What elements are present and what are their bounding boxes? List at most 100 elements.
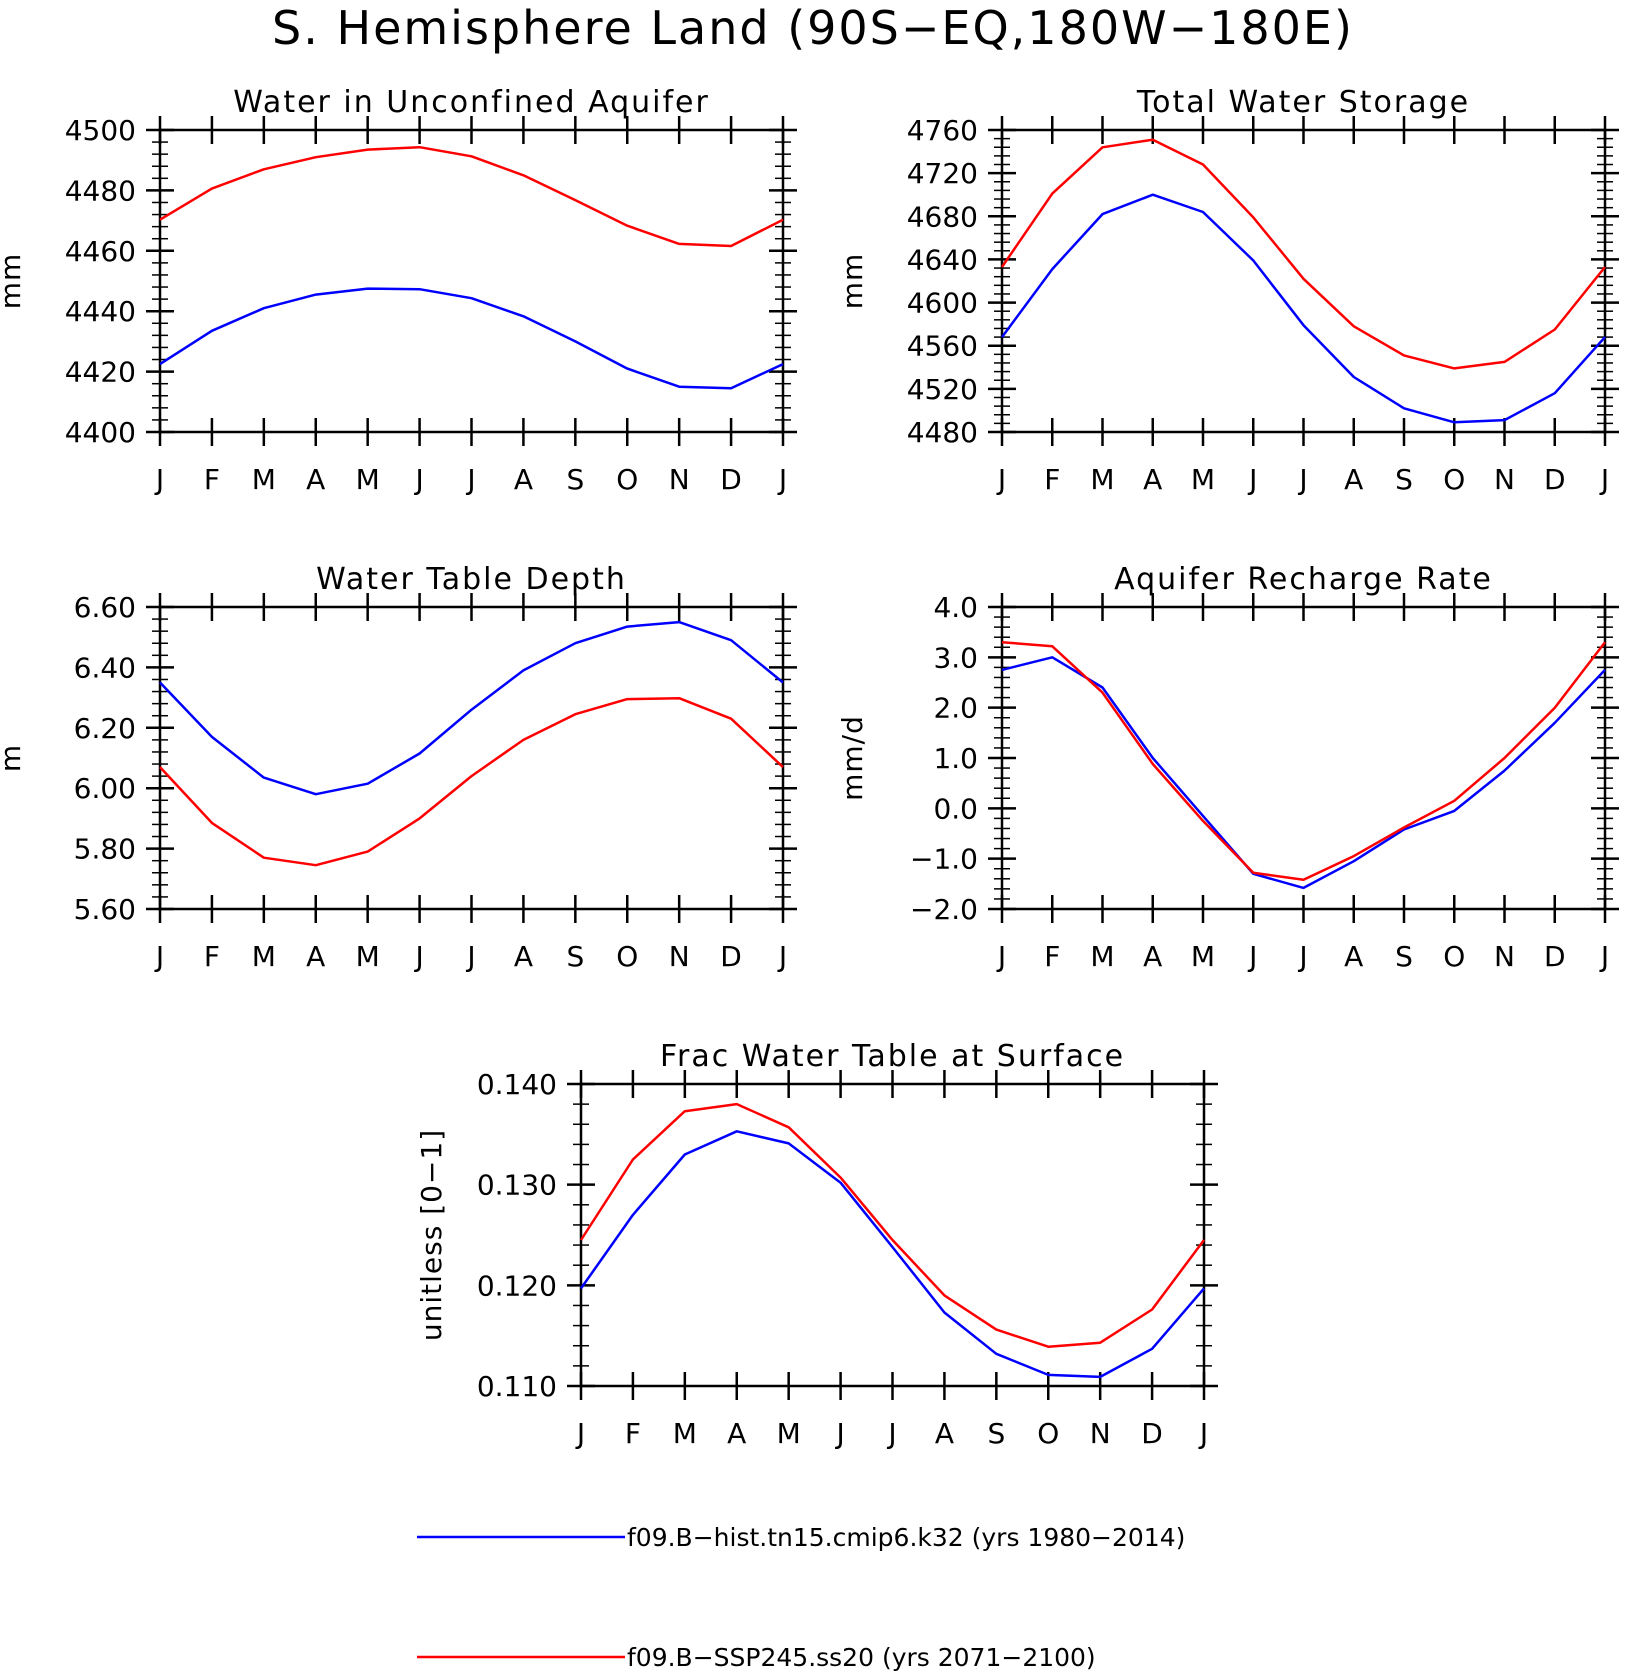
y-tick-label: −2.0 bbox=[910, 893, 978, 926]
y-tick-label: 4500 bbox=[65, 114, 136, 147]
x-tick-label: J bbox=[777, 940, 787, 973]
legend: f09.B−hist.tn15.cmip6.k32 (yrs 1980−2014… bbox=[417, 1523, 1185, 1672]
y-tick-label: 4420 bbox=[65, 356, 136, 389]
plot-frame bbox=[158, 605, 785, 911]
x-tick-label: S bbox=[566, 940, 584, 973]
panel-title: Frac Water Table at Surface bbox=[660, 1039, 1125, 1074]
x-tick-label: J bbox=[886, 1417, 896, 1450]
y-tick-label: 4600 bbox=[907, 287, 978, 320]
x-tick-label: M bbox=[252, 463, 276, 496]
figure-title: S. Hemisphere Land (90S−EQ,180W−180E) bbox=[272, 1, 1354, 55]
x-tick-label: M bbox=[1090, 940, 1114, 973]
x-tick-label: A bbox=[727, 1417, 746, 1450]
x-tick-label: J bbox=[154, 463, 164, 496]
y-tick-label: 3.0 bbox=[933, 641, 978, 674]
x-tick-label: A bbox=[514, 463, 533, 496]
x-tick-label: J bbox=[465, 463, 475, 496]
series-line-hist bbox=[1000, 193, 1606, 424]
x-tick-label: A bbox=[1143, 463, 1162, 496]
x-tick-label: F bbox=[625, 1417, 641, 1450]
x-tick-label: F bbox=[1044, 463, 1060, 496]
x-tick-label: D bbox=[1544, 940, 1566, 973]
x-tick-label: D bbox=[1544, 463, 1566, 496]
y-tick-label: 5.80 bbox=[74, 833, 136, 866]
x-tick-label: F bbox=[204, 940, 220, 973]
x-tick-label: O bbox=[1443, 463, 1465, 496]
y-tick-label: 6.00 bbox=[74, 772, 136, 805]
legend-label-hist: f09.B−hist.tn15.cmip6.k32 (yrs 1980−2014… bbox=[627, 1523, 1185, 1552]
x-tick-label: M bbox=[777, 1417, 801, 1450]
x-tick-label: J bbox=[465, 940, 475, 973]
x-tick-label: J bbox=[1247, 463, 1257, 496]
x-tick-label: A bbox=[935, 1417, 954, 1450]
series-line-ssp bbox=[159, 696, 784, 867]
x-tick-label: M bbox=[1191, 940, 1215, 973]
plot-frame bbox=[1000, 128, 1607, 434]
x-tick-label: J bbox=[1599, 940, 1609, 973]
series-line-ssp bbox=[159, 145, 784, 248]
x-tick-label: J bbox=[834, 1417, 844, 1450]
y-axis-label: unitless [0−1] bbox=[415, 1129, 448, 1341]
y-tick-label: 4460 bbox=[65, 235, 136, 268]
x-tick-label: O bbox=[616, 940, 638, 973]
series-line-hist bbox=[1001, 656, 1606, 890]
y-tick-label: 4480 bbox=[65, 174, 136, 207]
plot-frame bbox=[579, 1082, 1206, 1388]
x-tick-label: F bbox=[1044, 940, 1060, 973]
x-tick-label: A bbox=[1344, 463, 1363, 496]
y-tick-label: 4720 bbox=[907, 157, 978, 190]
x-tick-label: D bbox=[1141, 1417, 1163, 1450]
series-line-ssp bbox=[579, 1102, 1206, 1348]
x-tick-label: M bbox=[673, 1417, 697, 1450]
x-tick-label: J bbox=[413, 940, 423, 973]
x-tick-label: A bbox=[514, 940, 533, 973]
x-tick-label: A bbox=[306, 940, 325, 973]
x-tick-label: N bbox=[1090, 1417, 1111, 1450]
y-axis-label: mm bbox=[836, 253, 869, 310]
x-tick-label: A bbox=[306, 463, 325, 496]
y-tick-label: 0.0 bbox=[933, 792, 978, 825]
series-line-ssp bbox=[1000, 138, 1606, 370]
y-tick-label: 6.60 bbox=[74, 591, 136, 624]
x-tick-label: N bbox=[669, 463, 690, 496]
x-tick-label: J bbox=[1297, 463, 1307, 496]
x-tick-label: M bbox=[252, 940, 276, 973]
x-tick-label: N bbox=[1494, 940, 1515, 973]
panel-aquifer: Water in Unconfined Aquifer mm 4400 4420 444… bbox=[0, 85, 797, 496]
panel-wtd: Water Table Depth m 5.60 5.80 6.00 6.20 6.40 6.… bbox=[0, 562, 797, 973]
series-line-hist bbox=[579, 1130, 1205, 1379]
y-tick-label: 6.20 bbox=[74, 712, 136, 745]
x-tick-label: S bbox=[1395, 940, 1413, 973]
y-tick-label: 4680 bbox=[907, 200, 978, 233]
x-tick-label: J bbox=[777, 463, 787, 496]
series-line-ssp bbox=[1001, 640, 1606, 882]
y-tick-label: 1.0 bbox=[933, 742, 978, 775]
y-tick-label: 5.60 bbox=[74, 893, 136, 926]
x-tick-label: A bbox=[1344, 940, 1363, 973]
x-tick-label: J bbox=[996, 463, 1006, 496]
legend-label-ssp: f09.B−SSP245.ss20 (yrs 2071−2100) bbox=[627, 1643, 1096, 1672]
y-tick-label: 4760 bbox=[907, 114, 978, 147]
panel-storage: Total Water Storage mm 4480 4520 4560 4600 464… bbox=[836, 85, 1619, 496]
x-tick-label: M bbox=[356, 940, 380, 973]
x-tick-label: D bbox=[720, 463, 742, 496]
x-tick-label: D bbox=[720, 940, 742, 973]
x-tick-label: J bbox=[575, 1417, 585, 1450]
panel-title: Water Table Depth bbox=[316, 562, 627, 597]
y-tick-label: 4640 bbox=[907, 243, 978, 276]
y-tick-label: 0.120 bbox=[477, 1269, 557, 1302]
panel-title: Aquifer Recharge Rate bbox=[1114, 562, 1493, 597]
x-tick-label: S bbox=[1395, 463, 1413, 496]
y-tick-label: 0.140 bbox=[477, 1068, 557, 1101]
x-tick-label: O bbox=[616, 463, 638, 496]
x-tick-label: M bbox=[356, 463, 380, 496]
series-line-hist bbox=[159, 620, 784, 796]
x-tick-label: M bbox=[1090, 463, 1114, 496]
y-tick-label: 4.0 bbox=[933, 591, 978, 624]
panel-title: Water in Unconfined Aquifer bbox=[233, 85, 710, 120]
x-tick-label: N bbox=[1494, 463, 1515, 496]
plot-frame bbox=[1000, 605, 1607, 911]
x-tick-label: J bbox=[413, 463, 423, 496]
y-axis-label: mm/d bbox=[836, 715, 869, 801]
panel-title: Total Water Storage bbox=[1136, 85, 1470, 120]
